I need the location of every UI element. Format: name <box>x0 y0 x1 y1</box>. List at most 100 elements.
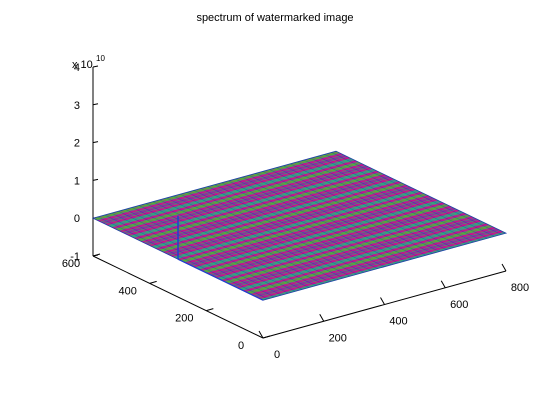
z-tick-label: 3 <box>74 100 80 112</box>
y-tick-mark <box>149 280 157 284</box>
surface-mesh-line <box>93 151 506 301</box>
surface-stripe <box>93 151 506 301</box>
surface-stripe <box>93 151 506 301</box>
surface-stripe <box>93 151 506 301</box>
surface-stripe <box>93 151 506 301</box>
surface-stripe <box>93 151 506 301</box>
surface-mesh-line <box>93 151 506 301</box>
surface-mesh-line <box>93 151 506 301</box>
z-exponent-label: x 10 10 <box>72 54 105 71</box>
surface-stripe <box>93 151 506 301</box>
surface-mesh-line <box>93 151 506 301</box>
y-tick-label: 0 <box>238 340 244 352</box>
surface-mesh-line <box>93 151 506 301</box>
y-tick-label: 200 <box>175 313 193 325</box>
surface-stripe <box>93 151 506 301</box>
surface-mesh-line <box>93 151 506 301</box>
surface-mesh-line <box>93 151 506 301</box>
surface-mesh-line <box>93 151 506 301</box>
surface-mesh-line <box>93 151 506 301</box>
surface-mesh-line <box>93 151 506 301</box>
z-tick-label: 2 <box>74 138 80 150</box>
surface-stripe <box>93 151 506 301</box>
surface-mesh-line <box>93 151 506 301</box>
surface-stripe <box>93 151 506 301</box>
y-tick-mark <box>206 308 214 312</box>
surface-stripe <box>93 151 506 301</box>
surface-mesh-line <box>93 151 506 301</box>
z-tick-label: 0 <box>74 213 80 225</box>
surface-mesh-line <box>93 151 506 301</box>
y-axis-line <box>92 255 264 339</box>
surface-mesh-line <box>93 151 506 301</box>
surface-mesh-line <box>93 151 506 301</box>
x-tick-mark <box>319 314 325 322</box>
surface-stripe <box>93 151 506 301</box>
surface-mesh-line <box>93 151 506 301</box>
x-tick-label: 200 <box>329 332 347 344</box>
x-tick-label: 400 <box>389 316 407 328</box>
surface-stripe <box>93 151 506 301</box>
surface-mesh-line <box>93 151 506 301</box>
z-exponent-power: 10 <box>96 54 105 63</box>
surface-mesh-line <box>93 151 506 301</box>
surface-mesh-line <box>93 151 506 301</box>
surface-stripe <box>93 151 506 301</box>
surface-mesh-line <box>93 151 506 301</box>
axes <box>92 65 507 339</box>
surface-mesh-line <box>93 151 506 301</box>
surface-mesh-line <box>93 151 506 301</box>
surface-mesh-line <box>93 151 506 301</box>
surface-mesh-line <box>93 151 506 301</box>
surface-mesh-line <box>93 151 506 301</box>
chart-title: spectrum of watermarked image <box>196 12 353 24</box>
surface-mesh-line <box>93 151 506 301</box>
surface-mesh-line <box>93 151 506 301</box>
surface-stripe <box>93 151 506 301</box>
surface-stripe <box>93 151 506 301</box>
surface-mesh-line <box>93 151 506 301</box>
surface-mesh-line <box>93 151 506 301</box>
surface-mesh-line <box>93 151 506 301</box>
y-tick-label: 400 <box>118 285 136 297</box>
x-tick-mark <box>501 263 507 272</box>
surface-stripe <box>93 151 506 301</box>
surface-mesh-line <box>93 151 506 301</box>
surface-mesh-line <box>93 151 506 301</box>
surface-mesh-line <box>93 151 506 301</box>
x-tick-mark <box>380 297 385 305</box>
surface-mesh-line <box>93 151 506 301</box>
surface-mesh-line <box>93 151 506 301</box>
surface-mesh-line <box>93 151 506 301</box>
surface-mesh-line <box>93 151 506 301</box>
surface-mesh-line <box>93 151 506 301</box>
surface-mesh-line <box>93 151 506 301</box>
surface-mesh-line <box>93 151 506 301</box>
y-tick-label: 600 <box>62 258 80 270</box>
dc-spike <box>177 215 264 301</box>
surface-mesh-line <box>93 151 506 301</box>
surface-mesh-line <box>93 151 506 301</box>
y-tick-mark <box>92 253 101 257</box>
z-tick-mark <box>92 141 99 144</box>
surface-stripe <box>93 151 506 301</box>
surface-stripe <box>93 151 506 301</box>
surface-mesh-line <box>93 151 506 301</box>
surface-mesh-line <box>93 151 506 301</box>
surface-stripe <box>93 151 506 301</box>
surface-stripe <box>93 151 506 301</box>
x-tick-mark <box>258 330 264 339</box>
surface-mesh-line <box>93 151 506 301</box>
surface-mesh-line <box>93 151 506 301</box>
surface-mesh-line <box>93 151 506 301</box>
x-tick-label: 0 <box>274 349 280 361</box>
surface-edge <box>91 150 508 301</box>
surface-mesh-line <box>93 151 506 301</box>
surface-stripe <box>93 151 506 301</box>
surface-mesh-line <box>93 151 506 301</box>
x-tick-label: 800 <box>511 282 529 294</box>
surface-mesh-line <box>93 151 506 301</box>
surface-mesh-line <box>93 151 506 301</box>
surface-mesh-line <box>93 151 506 301</box>
